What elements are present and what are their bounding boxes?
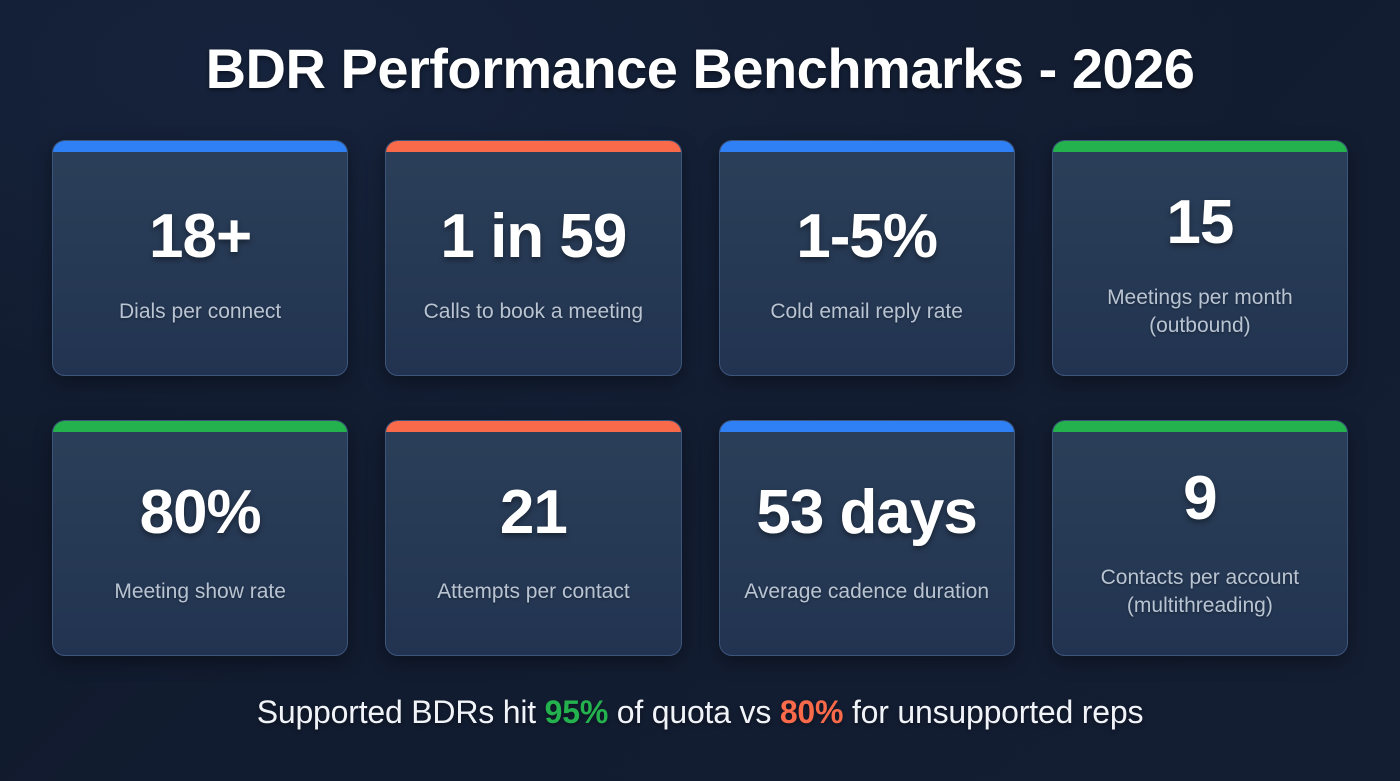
accent-bar — [386, 420, 681, 432]
stat-label: Meeting show rate — [114, 579, 286, 603]
stat-label: Dials per connect — [119, 299, 282, 323]
stat-value: 80% — [139, 477, 262, 547]
footer-text-part1: Supported BDRs hit — [256, 693, 545, 730]
stat-label: Contacts per account (multithreading) — [1100, 565, 1300, 617]
accent-bar — [1052, 420, 1347, 432]
stat-label: Attempts per contact — [437, 579, 630, 603]
stat-card: 1-5% Cold email reply rate — [718, 139, 1015, 376]
stat-value: 9 — [1183, 463, 1217, 533]
stat-value: 15 — [1166, 187, 1234, 257]
accent-bar — [719, 140, 1014, 152]
stat-label: Calls to book a meeting — [423, 299, 644, 323]
stat-value: 1 in 59 — [440, 201, 627, 271]
accent-bar — [386, 140, 681, 152]
stat-value: 18+ — [149, 201, 252, 271]
stat-card: 1 in 59 Calls to book a meeting — [385, 139, 682, 376]
accent-bar — [1052, 140, 1347, 152]
stat-card: 21 Attempts per contact — [385, 419, 682, 656]
stat-value: 1-5% — [796, 201, 938, 271]
stat-card: 18+ Dials per connect — [52, 139, 349, 376]
footer-highlight-quota-unsupported: 80% — [779, 693, 844, 730]
footer-text-part2: of quota vs — [608, 693, 780, 730]
stat-card: 53 days Average cadence duration — [718, 419, 1015, 656]
accent-bar — [719, 420, 1014, 432]
stat-label: Average cadence duration — [744, 579, 990, 603]
stat-card: 80% Meeting show rate — [52, 419, 349, 656]
accent-bar — [53, 420, 348, 432]
stat-card: 15 Meetings per month (outbound) — [1051, 139, 1348, 376]
stat-label: Cold email reply rate — [770, 299, 963, 323]
stat-value: 21 — [499, 477, 568, 547]
footer-note: Supported BDRs hit 95% of quota vs 80% f… — [257, 694, 1144, 731]
stat-card: 9 Contacts per account (multithreading) — [1051, 419, 1348, 656]
stat-value: 53 days — [756, 477, 978, 547]
stat-label: Meetings per month (outbound) — [1107, 285, 1293, 337]
footer-highlight-quota-supported: 95% — [544, 693, 609, 730]
page-title: BDR Performance Benchmarks - 2026 — [205, 37, 1195, 100]
accent-bar — [53, 140, 348, 152]
stat-card-grid: 18+ Dials per connect 1 in 59 Calls to b… — [52, 139, 1348, 656]
footer-text-part3: for unsupported reps — [843, 693, 1144, 730]
